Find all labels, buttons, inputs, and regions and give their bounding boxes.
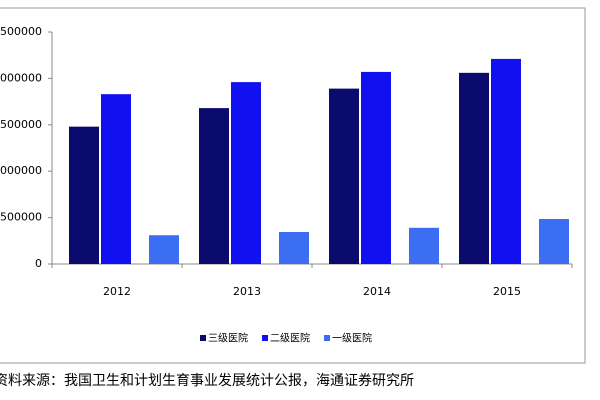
bar [409,227,439,264]
bar [69,126,99,264]
x-tick-label: 2013 [233,285,261,298]
bar [459,72,489,264]
y-tick-label: 1000000 [0,164,42,177]
x-tick-label: 2014 [363,285,391,298]
bar [279,231,309,264]
source-note: 资料来源：我国卫生和计划生育事业发展统计公报，海通证券研究所 [0,373,414,389]
legend-swatch [324,335,330,341]
legend-label: 三级医院 [208,332,248,345]
bar [361,71,391,265]
x-tick-label: 2012 [103,285,131,298]
bar [231,82,261,264]
legend-swatch [262,335,268,341]
bar [101,94,131,265]
x-tick-label: 2015 [493,285,521,298]
y-tick-label: 2000000 [0,71,42,84]
y-tick-label: 1500000 [0,118,42,131]
bar [149,235,179,264]
y-tick-label: 2500000 [0,25,42,38]
bar [199,108,229,264]
legend-label: 一级医院 [332,332,372,345]
y-tick-label: 0 [35,257,42,270]
bar [491,58,521,264]
bar [329,88,359,264]
frame [0,7,586,364]
y-tick-label: 500000 [0,211,42,224]
legend-swatch [200,335,206,341]
legend-label: 二级医院 [270,332,310,345]
bar [539,218,569,264]
